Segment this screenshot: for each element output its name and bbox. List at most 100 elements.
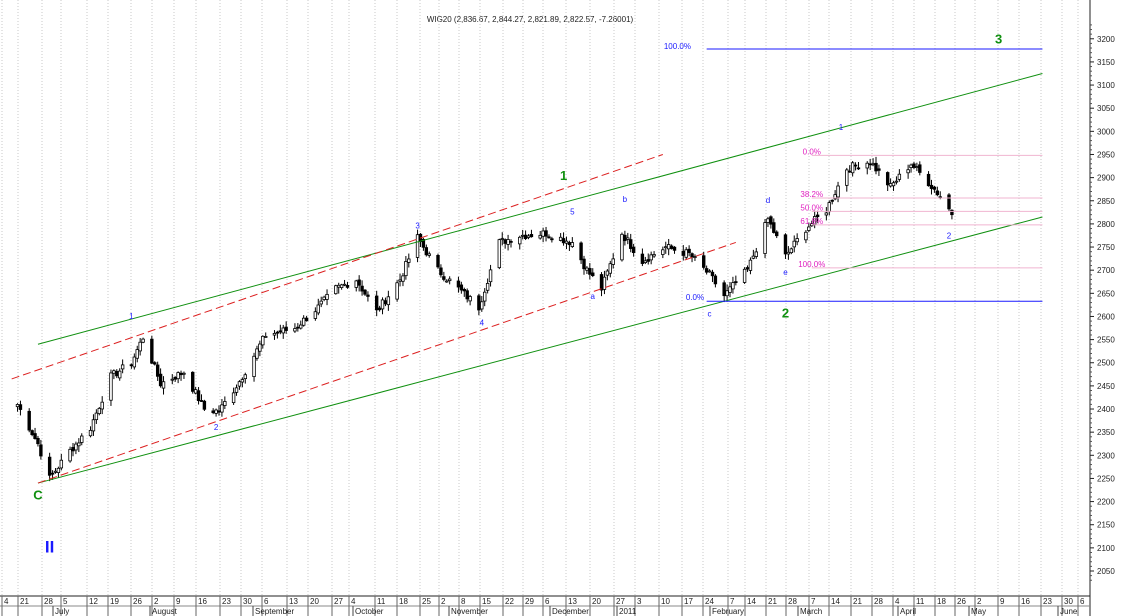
candle [255, 345, 259, 361]
candle [97, 407, 101, 416]
candle-body [196, 390, 201, 402]
candle-body [115, 371, 119, 377]
candle [769, 215, 773, 229]
candle [325, 289, 329, 306]
candle-body [830, 199, 834, 202]
candle-body [112, 370, 116, 374]
candle [693, 254, 697, 261]
x-tick-label-43: 18 [937, 597, 946, 606]
candle [611, 253, 615, 269]
candle-body [585, 267, 589, 271]
candle [649, 251, 653, 265]
x-tick-label-40: 28 [874, 597, 883, 606]
candle [237, 380, 242, 390]
candle [118, 368, 122, 381]
candle-body [734, 281, 738, 284]
candle [337, 282, 341, 294]
candle [868, 158, 872, 171]
candle-body [804, 231, 808, 241]
candle [620, 232, 624, 262]
candle [345, 281, 350, 289]
candle-body [588, 268, 592, 275]
candle [626, 232, 630, 245]
candle [445, 279, 449, 283]
red-channel-upper [11, 154, 664, 380]
vertical-grid [1, 0, 1079, 596]
candle [36, 435, 40, 447]
candle [850, 161, 855, 177]
candle-body [704, 268, 709, 273]
candle-body [15, 404, 20, 408]
y-tick-label-2600: 2600 [1097, 312, 1115, 321]
candle [196, 387, 201, 405]
date-axis: 4 21 28 5 12 19 26 2 9 16 23 30 6 13 20 27 4 11 18 25 2 8 15 22… [0, 595, 1090, 616]
candle-body [231, 392, 236, 404]
candle [567, 240, 572, 251]
candle [264, 332, 268, 338]
y-tick-label-2800: 2800 [1097, 220, 1115, 229]
candle-body [445, 280, 449, 283]
x-tick-label-19: 25 [422, 597, 431, 606]
candle [80, 433, 84, 446]
candle-body [261, 335, 265, 346]
candle [661, 246, 665, 259]
candle-body [751, 255, 756, 259]
candle-body [275, 331, 280, 334]
candle-body [664, 246, 668, 249]
candle-body [722, 282, 726, 297]
candle [47, 452, 52, 482]
candle [669, 244, 674, 250]
candle [605, 269, 610, 281]
candle [544, 226, 548, 242]
candle [182, 371, 186, 379]
candle [672, 246, 677, 254]
candle [918, 161, 922, 176]
candle [71, 443, 75, 457]
candle-body [894, 180, 899, 183]
candle [138, 338, 142, 356]
x-tick-label-48: 23 [1043, 597, 1052, 606]
candle-body [427, 253, 431, 256]
candle [932, 185, 937, 193]
candle [570, 237, 575, 248]
candle [725, 284, 729, 302]
candle [53, 468, 58, 474]
candle-body [918, 164, 922, 173]
candle [772, 218, 776, 234]
candle [74, 441, 78, 455]
candle [395, 280, 399, 302]
candle [526, 234, 531, 240]
candle-body [500, 238, 504, 240]
candle [281, 324, 285, 339]
candle-body [71, 447, 75, 452]
candle [728, 282, 732, 298]
y-tick-label-2500: 2500 [1097, 359, 1115, 368]
candle-body [223, 401, 227, 406]
candle-body [68, 448, 72, 462]
candles [15, 156, 954, 482]
candle-body [395, 282, 399, 300]
candle [897, 169, 902, 182]
candle-body [669, 245, 674, 249]
candle-body [754, 251, 758, 257]
annotation-label-9: 3 [995, 31, 1002, 46]
candle-body [643, 260, 648, 263]
y-tick-label-2850: 2850 [1097, 197, 1115, 206]
candle [827, 200, 831, 216]
candle [339, 283, 344, 290]
candle [301, 315, 306, 327]
candle-body [293, 328, 297, 332]
candle [202, 399, 207, 411]
annotation-label-17: a [591, 292, 596, 301]
candle [520, 229, 525, 240]
candle-body [661, 249, 665, 255]
candle [155, 361, 160, 381]
candle-body [301, 317, 306, 326]
candle-body [380, 299, 385, 310]
x-tick-label-47: 16 [1021, 597, 1030, 606]
candle-body [547, 236, 551, 239]
candle-body [118, 370, 122, 379]
month-label-4: November [451, 607, 488, 616]
candle-body [342, 283, 347, 286]
candle [296, 323, 300, 332]
